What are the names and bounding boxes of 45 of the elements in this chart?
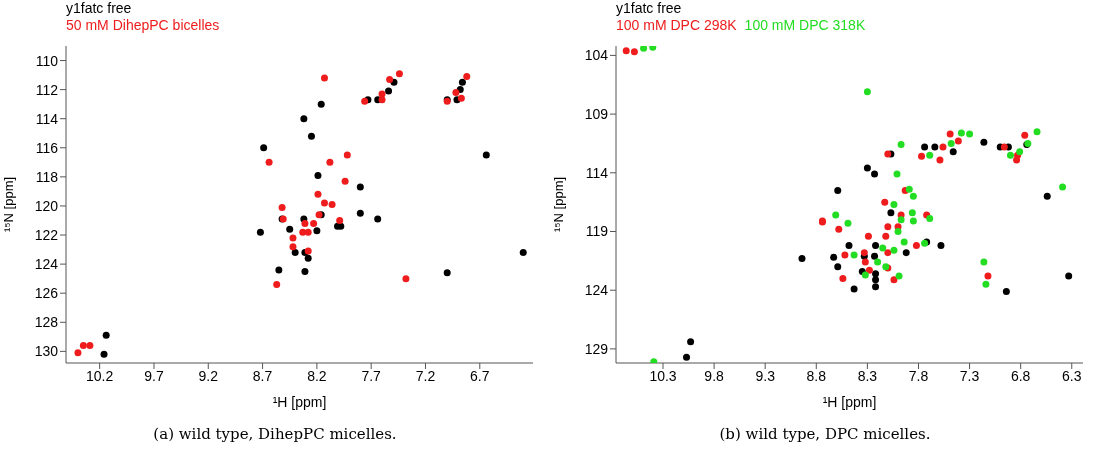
x-tick-label: 6.3 xyxy=(1062,367,1082,384)
x-tick-label: 10.2 xyxy=(86,367,114,384)
text: (a) wild type, DihepPC micelles. xyxy=(152,425,398,443)
y-tick-label: 110 xyxy=(35,52,59,69)
y-tick-label: 129 xyxy=(584,340,609,357)
x-tick-label: 10.3 xyxy=(649,367,677,384)
y-tick-label: 122 xyxy=(34,227,59,244)
y-tick-label: 114 xyxy=(35,110,59,127)
y-tick-label: 124 xyxy=(34,256,59,273)
x-tick-label: 6.8 xyxy=(1010,367,1031,384)
y-tick-label: 120 xyxy=(34,197,59,214)
series-label: 100 mM DPC 298K xyxy=(616,17,737,33)
x-tick-label: 8.2 xyxy=(307,367,327,384)
x-tick-label: 8.8 xyxy=(806,367,827,384)
y-tick-label: 124 xyxy=(584,282,609,299)
text: (b) wild type, DPC micelles. xyxy=(718,425,932,443)
y-tick-label: 128 xyxy=(34,314,59,331)
text: 100 mM DPC 318K xyxy=(744,17,866,33)
y-tick-label: 126 xyxy=(34,285,59,302)
y-tick-label: 118 xyxy=(35,168,59,185)
x-tick-label: 7.7 xyxy=(361,367,382,384)
x-tick-label: 9.3 xyxy=(755,367,776,384)
x-tick-label: 7.8 xyxy=(908,367,929,384)
x-tick-label: 8.3 xyxy=(857,367,878,384)
text: 50 mM DihepPC bicelles xyxy=(66,17,220,33)
x-axis-title: ¹H [ppm] xyxy=(822,394,877,410)
y-tick-label: 112 xyxy=(35,81,59,98)
x-tick-label: 9.7 xyxy=(144,367,164,384)
y-tick-label: 130 xyxy=(34,343,59,360)
y-tick-label: 119 xyxy=(585,223,609,240)
y-axis-title: ¹⁵N [ppm] xyxy=(0,176,16,233)
x-axis-title: ¹H [ppm] xyxy=(272,394,327,410)
x-tick-label: 7.2 xyxy=(415,367,436,384)
text: y1fatc free xyxy=(616,0,682,16)
y-tick-label: 104 xyxy=(584,47,609,64)
y-tick-label: 109 xyxy=(584,106,609,123)
x-tick-label: 6.7 xyxy=(470,367,490,384)
y-axis-title: ¹⁵N [ppm] xyxy=(550,176,566,233)
y-tick-label: 116 xyxy=(35,139,59,156)
text: y1fatc free xyxy=(66,0,132,16)
x-tick-label: 7.3 xyxy=(959,367,980,384)
y-tick-label: 114 xyxy=(585,164,609,181)
x-tick-label: 8.7 xyxy=(252,367,273,384)
x-tick-label: 9.8 xyxy=(704,367,725,384)
x-tick-label: 9.2 xyxy=(198,367,219,384)
